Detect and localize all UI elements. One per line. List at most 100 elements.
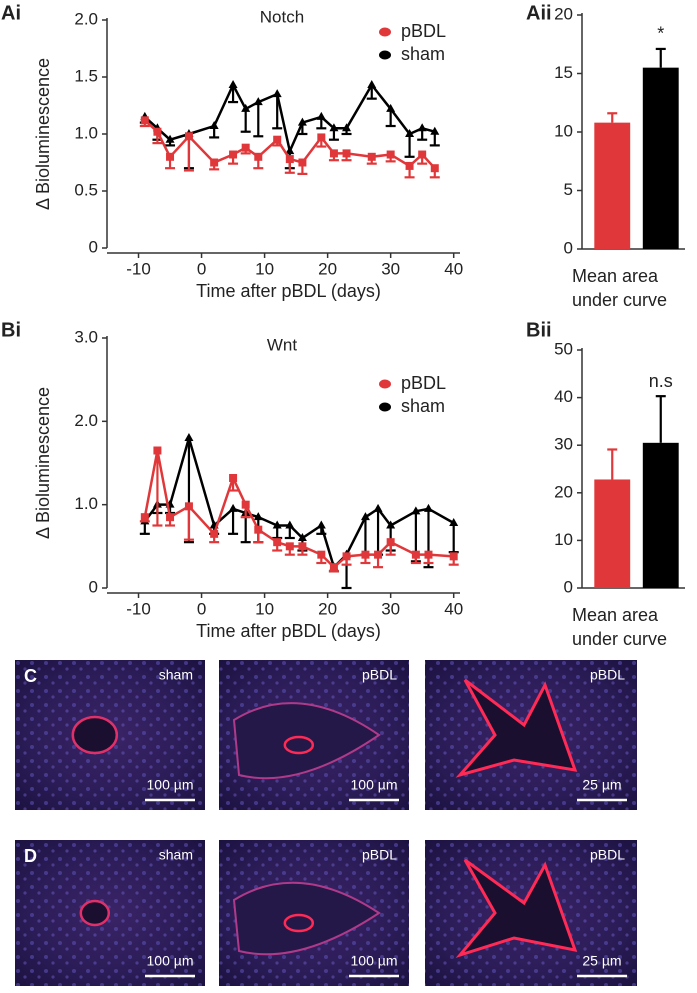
point	[386, 538, 395, 547]
point	[373, 503, 383, 512]
y-tick-label: 50	[554, 339, 573, 358]
image-caption: pBDL	[590, 667, 625, 683]
y-tick-label: 3.0	[74, 327, 98, 346]
panel-label: Bi	[1, 319, 21, 341]
y-tick-label: 15	[554, 63, 573, 82]
point	[329, 123, 339, 132]
micrograph	[15, 840, 205, 986]
y-axis-label: Δ Bioluminescence	[33, 58, 53, 210]
y-tick-label: 20	[554, 482, 573, 501]
image-caption: pBDL	[362, 847, 397, 863]
micrograph	[15, 660, 205, 810]
micrograph	[219, 840, 409, 986]
point	[423, 503, 433, 512]
bar	[594, 479, 631, 588]
y-tick-label: 30	[554, 435, 573, 454]
point	[386, 150, 395, 159]
point	[165, 134, 175, 143]
point	[449, 518, 459, 526]
y-tick-label: 0	[89, 577, 98, 596]
y-tick-label: 2.0	[74, 9, 98, 28]
image-caption: sham	[159, 667, 193, 683]
legend-label: pBDL	[401, 21, 446, 41]
point	[140, 116, 149, 125]
x-tick-label: 40	[444, 259, 463, 278]
x-axis-label: Mean area	[572, 605, 659, 625]
point	[184, 132, 193, 141]
point	[430, 164, 439, 173]
point	[297, 533, 307, 541]
x-tick-label: 10	[255, 259, 274, 278]
panel-label: Bii	[526, 319, 552, 341]
point	[342, 552, 351, 561]
point	[374, 550, 383, 559]
y-tick-label: 1.0	[74, 494, 98, 513]
x-axis-label: Time after pBDL (days)	[196, 621, 381, 641]
x-tick-label: 20	[318, 259, 337, 278]
point	[153, 446, 162, 455]
point	[241, 500, 250, 509]
x-axis-label: under curve	[572, 629, 667, 649]
duct-structure	[232, 881, 381, 956]
y-tick-label: 0.5	[74, 180, 98, 199]
x-tick-label: 30	[381, 259, 400, 278]
point	[209, 121, 219, 130]
legend-marker	[379, 379, 391, 389]
panel-label: D	[24, 846, 37, 866]
point	[411, 550, 420, 559]
legend-label: pBDL	[401, 373, 446, 393]
y-tick-label: 0	[564, 577, 573, 596]
point	[298, 158, 307, 167]
x-tick-label: 10	[255, 599, 274, 618]
duct-structure	[232, 702, 381, 780]
chart-title: Wnt	[267, 335, 298, 354]
y-tick-label: 2.0	[74, 411, 98, 430]
vessel	[79, 899, 111, 927]
legend-label: sham	[401, 44, 445, 64]
image-caption: pBDL	[590, 847, 625, 863]
point	[430, 126, 440, 135]
x-axis-label: Time after pBDL (days)	[196, 281, 381, 301]
point	[285, 155, 294, 164]
panel-label: Aii	[526, 2, 552, 24]
point	[411, 506, 421, 515]
scale-bar-label: 100 µm	[351, 953, 398, 969]
x-tick-label: 20	[318, 599, 337, 618]
point	[317, 133, 326, 142]
y-tick-label: 1.5	[74, 66, 98, 85]
duct-structure	[455, 678, 578, 778]
point	[253, 97, 263, 106]
annotation: n.s	[649, 371, 673, 391]
panel-label: Ai	[1, 2, 21, 24]
point	[273, 135, 282, 144]
duct	[283, 913, 315, 933]
y-tick-label: 1.0	[74, 123, 98, 142]
point	[418, 150, 427, 159]
y-tick-label: 20	[554, 4, 573, 23]
point	[424, 550, 433, 559]
scale-bar-label: 100 µm	[147, 953, 194, 969]
point	[405, 161, 414, 170]
point	[285, 146, 295, 155]
duct-structure	[455, 858, 578, 958]
x-tick-label: -10	[126, 599, 151, 618]
point	[316, 520, 326, 529]
point	[254, 525, 263, 534]
y-axis-label: Δ Bioluminescence	[33, 387, 53, 539]
point	[273, 538, 282, 547]
point	[417, 123, 427, 132]
scale-bar-label: 100 µm	[147, 777, 194, 793]
point	[228, 503, 238, 512]
series-line	[143, 433, 455, 570]
vessel	[71, 715, 119, 755]
legend-marker	[379, 50, 391, 60]
point	[361, 550, 370, 559]
x-axis-label: Mean area	[572, 266, 659, 286]
panel-label: C	[24, 666, 37, 686]
y-tick-label: 0	[89, 237, 98, 256]
point	[184, 502, 193, 511]
point	[153, 127, 162, 136]
point	[405, 129, 415, 137]
micrograph	[425, 840, 637, 986]
